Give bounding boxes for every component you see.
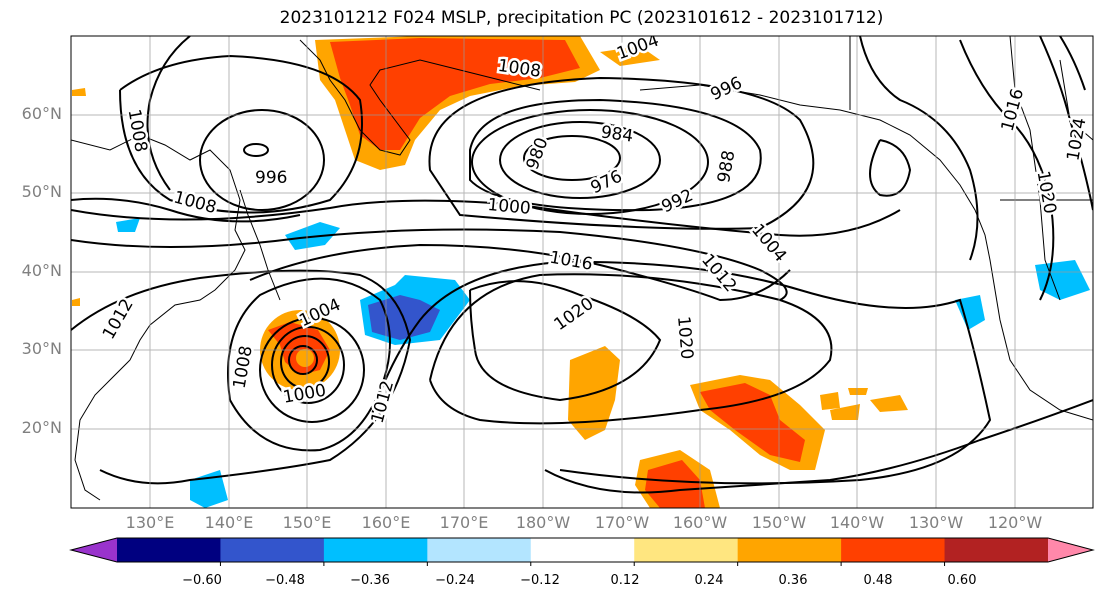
lon-label: 130°E [125, 513, 175, 532]
colorbar-segment [427, 538, 532, 562]
lon-label: 130°W [908, 513, 964, 532]
precip-positive-area [870, 395, 908, 412]
precip-strong-area [645, 460, 705, 508]
colorbar-segment [841, 538, 946, 562]
graticule [71, 36, 1093, 508]
precip-strong-area [330, 38, 580, 150]
precip-typhoon-core [296, 349, 314, 367]
colorbar-segment [220, 538, 325, 562]
colorbar-tick-label: 0.12 [610, 573, 640, 588]
colorbar-segment [634, 538, 739, 562]
lat-label: 60°N [21, 104, 62, 123]
lon-label: 170°E [439, 513, 489, 532]
colorbar-arrow-low [71, 538, 117, 562]
precip-positive-area [848, 388, 868, 395]
lat-label: 50°N [21, 182, 62, 201]
isobar-label: 996 [255, 168, 287, 188]
precip-negative-area [116, 218, 140, 232]
lon-label: 160°E [361, 513, 411, 532]
lon-label: 140°W [829, 513, 885, 532]
lat-label: 40°N [21, 261, 62, 280]
isobar-label: 1000 [487, 195, 532, 219]
colorbar-segment [737, 538, 842, 562]
colorbar-outline [69, 537, 1095, 563]
colorbar [69, 537, 1095, 566]
colorbar-tick-label: −0.48 [265, 573, 305, 588]
lon-label: 150°W [751, 513, 807, 532]
colorbar-tick-label: 0.48 [863, 573, 893, 588]
colorbar-tick-label: −0.12 [520, 573, 560, 588]
precip-positive-area [600, 46, 660, 66]
colorbar-tick-label: −0.36 [350, 573, 390, 588]
precip-positive-area [72, 298, 80, 306]
colorbar-tick-label: −0.24 [435, 573, 475, 588]
colorbar-tick-label: 0.24 [694, 573, 724, 588]
lat-label: 30°N [21, 339, 62, 358]
precip-typhoon-ring [268, 322, 330, 375]
lon-label: 170°W [594, 513, 650, 532]
lon-label: 150°E [282, 513, 332, 532]
colorbar-tick-label: 0.36 [778, 573, 808, 588]
lon-label: 160°W [672, 513, 728, 532]
lon-label: 120°W [987, 513, 1043, 532]
colorbar-tick-label: 0.60 [947, 573, 977, 588]
lon-label: 180°W [515, 513, 571, 532]
isobar-label: 1020 [673, 315, 697, 360]
precip-positive-area [72, 88, 86, 96]
coastlines [71, 36, 1093, 501]
colorbar-tick-label: −0.60 [182, 573, 222, 588]
precip-positive-area [830, 404, 860, 420]
map-panel: 1008 1008 1004 996 996 1008 1000 984 980… [71, 36, 1093, 508]
colorbar-segment [944, 538, 1049, 562]
colorbar-segment [117, 538, 221, 562]
precip-positive-area [820, 392, 840, 410]
map-title: 2023101212 F024 MSLP, precipitation PC (… [279, 8, 884, 28]
colorbar-segment [323, 538, 428, 562]
lat-label: 20°N [21, 418, 62, 437]
colorbar-segment [530, 538, 635, 562]
lon-label: 140°E [204, 513, 254, 532]
isobar-label: 984 [599, 122, 634, 146]
colorbar-arrow-high [1048, 538, 1093, 562]
precip-negative-area [955, 295, 985, 330]
map-frame [70, 35, 1094, 509]
